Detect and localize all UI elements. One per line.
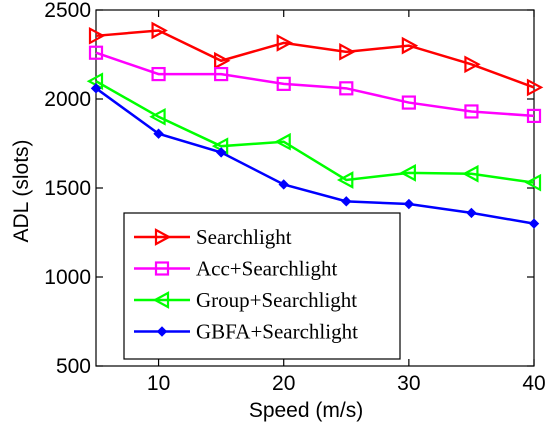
y-tick-label: 2500 [44, 0, 91, 22]
y-tick-label: 2000 [44, 88, 91, 111]
data-point [401, 36, 419, 55]
y-tick-label: 1000 [44, 266, 91, 289]
data-point [401, 95, 416, 110]
x-tick-label: 10 [147, 372, 170, 395]
data-point [399, 164, 416, 182]
data-point [214, 51, 231, 70]
data-point [276, 34, 294, 52]
legend-item-label: Acc+Searchlight [196, 257, 337, 281]
legend-item-label: GBFA+Searchlight [196, 320, 358, 344]
y-tick-label: 500 [56, 355, 91, 378]
legend-marker [154, 261, 170, 276]
y-tick-label: 1500 [44, 177, 91, 200]
x-tick-label: 20 [272, 372, 295, 395]
data-point [464, 55, 481, 74]
data-point [526, 108, 542, 124]
data-point [274, 132, 291, 151]
series-line-0 [95, 29, 535, 89]
data-point [88, 26, 106, 45]
data-point [339, 42, 356, 61]
data-point [153, 128, 164, 139]
data-point [403, 198, 415, 210]
legend-marker [154, 228, 172, 246]
series-line-2 [95, 80, 535, 184]
y-axis-label: ADL (slots) [10, 139, 33, 242]
data-point [464, 104, 479, 119]
x-axis-label: Speed (m/s) [249, 399, 363, 422]
legend-marker [152, 291, 170, 309]
legend-item-label: Searchlight [196, 225, 292, 249]
series-line-3 [95, 87, 535, 225]
data-point [462, 164, 479, 183]
x-tick-label: 30 [397, 372, 420, 395]
data-point [524, 173, 542, 192]
x-tick-label: 40 [522, 372, 545, 395]
data-point [466, 207, 477, 219]
data-point [215, 147, 227, 158]
data-point [276, 76, 291, 91]
data-point [526, 78, 544, 97]
data-point [341, 196, 352, 207]
legend-marker [156, 326, 168, 337]
data-point [149, 107, 166, 126]
data-point [528, 218, 540, 229]
data-point [151, 21, 168, 40]
data-point [88, 45, 104, 60]
data-point [90, 83, 102, 94]
series-line-1 [95, 51, 535, 118]
data-point [336, 171, 354, 189]
data-point [214, 66, 229, 82]
data-point [151, 66, 166, 82]
legend-item-label: Group+Searchlight [196, 288, 357, 312]
data-point [278, 179, 289, 190]
data-point [339, 81, 354, 96]
